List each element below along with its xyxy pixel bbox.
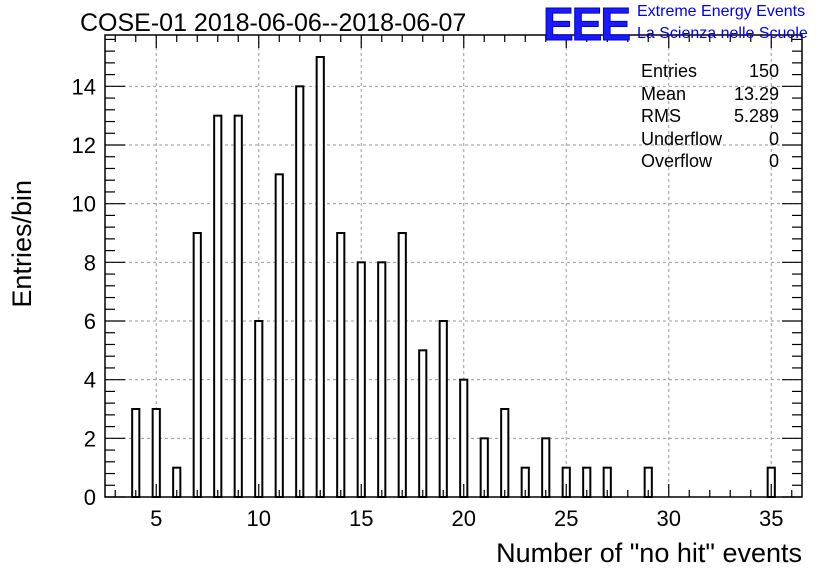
histogram-bar (192, 232, 202, 498)
eee-logo: EEE (542, 0, 631, 50)
x-tick-label: 10 (247, 506, 271, 531)
histogram-bar (438, 320, 448, 498)
x-tick-label: 35 (759, 506, 783, 531)
x-tick-label: 30 (657, 506, 681, 531)
y-tick-label: 14 (72, 74, 96, 99)
stats-label: Mean (641, 83, 687, 104)
x-tick-label: 15 (349, 506, 373, 531)
histogram-bar (377, 261, 387, 499)
x-tick-label: 20 (452, 506, 476, 531)
y-tick-label: 0 (84, 485, 96, 510)
histogram-bar (213, 114, 223, 499)
stats-label: RMS (641, 106, 681, 126)
stats-row-underflow: Underflow 0 (641, 128, 779, 151)
histogram-bar (356, 261, 366, 499)
histogram-bar (151, 408, 161, 498)
stats-value: 13.29 (733, 83, 779, 104)
stats-value: 0 (768, 128, 779, 149)
logo-line-1: Extreme Energy Events (637, 3, 806, 20)
stats-value: 150 (748, 61, 779, 81)
histogram-bar (418, 349, 428, 499)
stats-row-entries: Entries 150 (641, 60, 779, 83)
stats-label: Overflow (641, 151, 713, 171)
y-tick-label: 4 (84, 368, 96, 393)
histogram-bar (131, 408, 141, 498)
plot-frame (104, 34, 803, 498)
logo-line-2: La Scienza nelle Scuole (637, 25, 808, 42)
histogram-bar (233, 114, 243, 499)
x-axis-label: Number of "no hit" events (496, 538, 802, 568)
stats-row-rms: RMS 5.289 (641, 105, 779, 128)
stats-row-mean: Mean 13.29 (641, 83, 779, 106)
histogram-bar (254, 320, 264, 498)
x-tick-label: 25 (554, 506, 578, 531)
y-tick-label: 12 (72, 133, 96, 158)
stats-label: Underflow (641, 128, 723, 149)
chart-title: COSE-01 2018-06-06--2018-06-07 (80, 9, 467, 37)
y-tick-label: 10 (72, 192, 96, 217)
y-axis-label: Entries/bin (7, 180, 37, 308)
stats-label: Entries (641, 61, 698, 81)
histogram-bar (274, 173, 284, 498)
y-tick-label: 2 (84, 426, 96, 451)
histogram-bar (315, 56, 325, 498)
histogram-bar (336, 232, 346, 498)
histogram-bar (479, 437, 489, 499)
y-tick-label: 6 (84, 309, 96, 334)
histogram-bar (500, 408, 510, 498)
y-tick-label: 8 (84, 250, 96, 275)
tick-labels: 5 10 15 20 25 30 35 0 2 4 6 8 10 12 14 (72, 74, 784, 531)
histogram-bar (295, 85, 305, 498)
x-tick-label: 5 (150, 506, 162, 531)
histogram-bar (459, 378, 469, 498)
stats-value: 5.289 (733, 106, 779, 126)
histogram-bar (397, 232, 407, 498)
stats-box: Entries 150 Mean 13.29 RMS 5.289 Underfl… (641, 60, 779, 173)
stats-value: 0 (768, 151, 779, 171)
axis-ticks (105, 35, 802, 498)
histogram-bar (541, 437, 551, 499)
stats-row-overflow: Overflow 0 (641, 150, 779, 173)
